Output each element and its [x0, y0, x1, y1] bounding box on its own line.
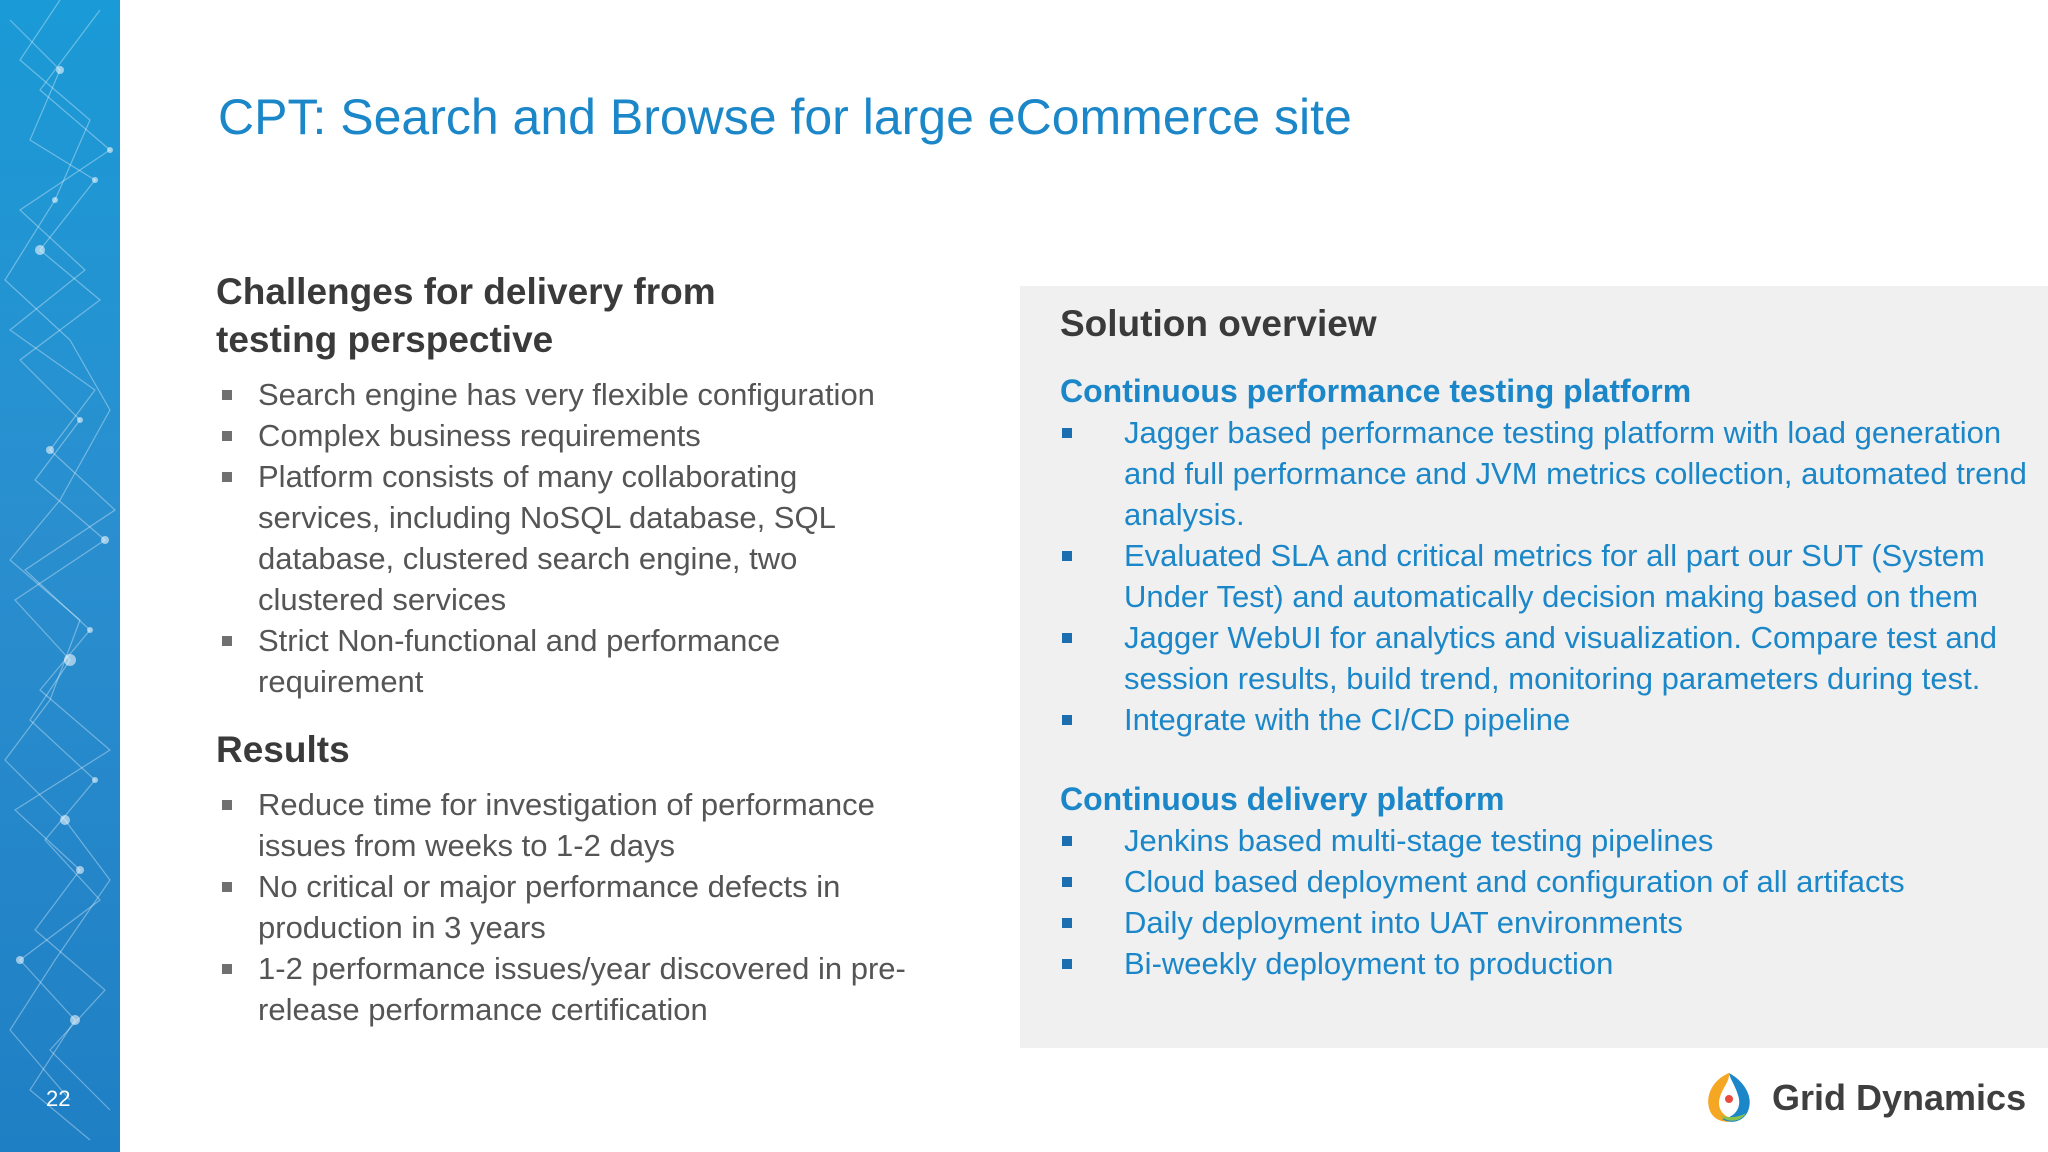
solution-content: Solution overview Continuous performance… — [1060, 300, 2035, 984]
challenges-heading-line2: testing perspective — [216, 319, 554, 360]
company-logo: Grid Dynamics — [1700, 1066, 2026, 1130]
solution-heading: Solution overview — [1060, 303, 1377, 344]
list-item: 1-2 performance issues/year discovered i… — [216, 948, 916, 1030]
logo-text: Grid Dynamics — [1772, 1077, 2027, 1118]
performance-platform-list: Jagger based performance testing platfor… — [1060, 412, 2035, 740]
challenges-heading: Challenges for delivery from testing per… — [216, 268, 916, 364]
challenges-list: Search engine has very flexible configur… — [216, 374, 916, 702]
solution-panel: Solution overview Continuous performance… — [1020, 286, 2048, 1048]
decorative-side-band — [0, 0, 120, 1152]
slide-number: 22 — [46, 1086, 71, 1111]
list-item: Evaluated SLA and critical metrics for a… — [1060, 535, 2035, 617]
results-list: Reduce time for investigation of perform… — [216, 784, 916, 1030]
delivery-platform-heading: Continuous delivery platform — [1060, 781, 1505, 817]
performance-platform-heading: Continuous performance testing platform — [1060, 373, 1692, 409]
delivery-platform-list: Jenkins based multi-stage testing pipeli… — [1060, 820, 2035, 984]
list-item: Integrate with the CI/CD pipeline — [1060, 699, 2035, 740]
slide-title: CPT: Search and Browse for large eCommer… — [218, 89, 1352, 145]
list-item: Search engine has very flexible configur… — [216, 374, 916, 415]
results-heading: Results — [216, 729, 350, 770]
list-item: Daily deployment into UAT environments — [1060, 902, 2035, 943]
list-item: Strict Non-functional and performance re… — [216, 620, 916, 702]
list-item: No critical or major performance defects… — [216, 866, 916, 948]
list-item: Jagger based performance testing platfor… — [1060, 412, 2035, 535]
list-item: Platform consists of many collaborating … — [216, 456, 916, 620]
list-item: Bi-weekly deployment to production — [1060, 943, 2035, 984]
challenges-heading-line1: Challenges for delivery from — [216, 271, 716, 312]
list-item: Jagger WebUI for analytics and visualiza… — [1060, 617, 2035, 699]
list-item: Jenkins based multi-stage testing pipeli… — [1060, 820, 2035, 861]
left-column: Challenges for delivery from testing per… — [216, 268, 916, 1030]
network-pattern-icon — [4, 0, 116, 1141]
list-item: Reduce time for investigation of perform… — [216, 784, 916, 866]
list-item: Cloud based deployment and configuration… — [1060, 861, 2035, 902]
grid-dynamics-logo-icon — [1708, 1073, 1750, 1122]
list-item: Complex business requirements — [216, 415, 916, 456]
